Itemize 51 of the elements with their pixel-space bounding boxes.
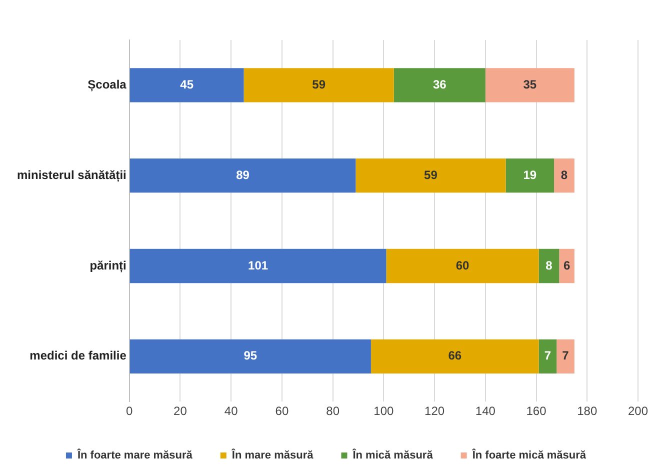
bar — [130, 158, 356, 193]
bar — [130, 248, 386, 284]
y-tick-label: părinți — [90, 258, 126, 272]
x-tick-label: 60 — [275, 404, 289, 418]
bar — [554, 158, 574, 193]
x-tick-label: 80 — [326, 404, 340, 418]
legend-label: În foarte mică măsură — [471, 448, 587, 462]
bar — [538, 248, 560, 284]
data-label: 19 — [523, 168, 537, 182]
data-label: 89 — [236, 168, 250, 182]
y-tick-label: medici de familie — [30, 348, 127, 363]
data-label: 59 — [312, 78, 326, 92]
data-label: 101 — [248, 258, 268, 272]
x-tick-label: 180 — [577, 404, 598, 418]
bar — [130, 68, 244, 102]
data-label: 66 — [448, 348, 462, 363]
y-tick-label: ministerul sănătății — [16, 168, 126, 182]
legend-label: În mare măsură — [230, 448, 314, 462]
data-label: 59 — [424, 168, 438, 182]
bar — [130, 339, 371, 374]
data-label: 6 — [563, 258, 570, 272]
data-label: 8 — [560, 168, 568, 182]
x-tick-label: 140 — [475, 404, 496, 418]
data-label: 60 — [456, 258, 470, 272]
bar — [386, 248, 539, 284]
data-label: 95 — [244, 348, 258, 363]
data-label: 8 — [546, 258, 553, 272]
legend-label: În foarte mare măsură — [76, 448, 194, 462]
bar — [485, 68, 574, 102]
bar — [394, 68, 486, 102]
x-tick-label: 200 — [628, 404, 648, 418]
data-label: 36 — [432, 78, 447, 92]
bar — [559, 248, 574, 284]
bar — [556, 339, 574, 374]
x-tick-label: 120 — [424, 404, 445, 418]
legend-label: În mică măsură — [352, 448, 434, 462]
data-label: 35 — [523, 78, 537, 92]
x-tick-label: 100 — [374, 404, 394, 418]
bar — [244, 68, 394, 102]
bar — [356, 158, 506, 193]
x-tick-label: 40 — [224, 404, 238, 418]
data-label: 7 — [562, 348, 570, 363]
x-tick-label: 20 — [174, 404, 188, 418]
x-tick-label: 160 — [526, 404, 547, 418]
bar — [506, 158, 554, 193]
y-tick-label: Școala — [88, 78, 127, 92]
x-tick-label: 0 — [126, 404, 134, 418]
data-label: 7 — [544, 348, 552, 363]
bar — [370, 339, 539, 374]
bar — [538, 339, 557, 374]
data-label: 45 — [180, 78, 194, 92]
